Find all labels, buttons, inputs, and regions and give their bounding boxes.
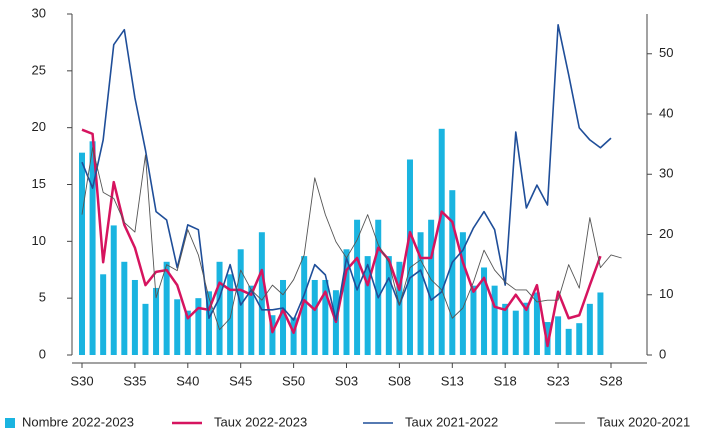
y2-tick-label: 30 bbox=[659, 166, 673, 181]
x-tick-label: S30 bbox=[70, 373, 93, 388]
bar bbox=[79, 152, 85, 355]
x-tick-label: S18 bbox=[494, 373, 517, 388]
bar bbox=[449, 190, 456, 355]
y-tick-label: 30 bbox=[32, 5, 46, 20]
bar bbox=[195, 298, 202, 355]
bar bbox=[470, 285, 477, 355]
bar bbox=[555, 316, 562, 355]
bar bbox=[174, 299, 181, 355]
bar bbox=[205, 291, 212, 355]
line bbox=[81, 147, 622, 331]
bar bbox=[142, 303, 149, 355]
x-tick-label: S45 bbox=[229, 373, 252, 388]
bar bbox=[491, 285, 498, 355]
bar bbox=[544, 322, 551, 355]
y2-tick-label: 40 bbox=[659, 105, 673, 120]
legend-label: Taux 2022-2023 bbox=[214, 414, 307, 429]
x-tick-label: S50 bbox=[282, 373, 305, 388]
bar bbox=[533, 292, 540, 355]
y-tick-label: 20 bbox=[32, 119, 46, 134]
y-tick-label: 25 bbox=[32, 62, 46, 77]
bar bbox=[100, 274, 107, 355]
bar bbox=[586, 303, 593, 355]
line bbox=[81, 128, 602, 348]
legend-label: Taux 2021-2022 bbox=[405, 414, 498, 429]
y2-tick-label: 0 bbox=[659, 346, 666, 361]
bar bbox=[385, 256, 392, 355]
bar bbox=[227, 274, 234, 355]
y2-tick-label: 20 bbox=[659, 226, 673, 241]
bar bbox=[576, 323, 583, 355]
legend-label: Nombre 2022-2023 bbox=[22, 414, 134, 429]
bar bbox=[184, 310, 191, 355]
bar bbox=[153, 287, 160, 355]
x-tick-label: S08 bbox=[388, 373, 411, 388]
x-tick-label: S35 bbox=[123, 373, 146, 388]
bar bbox=[343, 249, 350, 355]
bar bbox=[597, 292, 604, 355]
bar bbox=[565, 328, 572, 355]
bar bbox=[280, 279, 287, 355]
bar bbox=[163, 261, 170, 355]
bar bbox=[481, 267, 488, 355]
bar bbox=[512, 310, 519, 355]
bar bbox=[311, 279, 318, 355]
bar bbox=[459, 232, 466, 355]
legend-label: Taux 2020-2021 bbox=[597, 414, 690, 429]
legend-swatch bbox=[5, 418, 15, 428]
bar bbox=[121, 261, 128, 355]
bar bbox=[396, 261, 403, 355]
x-tick-label: S28 bbox=[599, 373, 622, 388]
bar bbox=[301, 256, 308, 355]
bar bbox=[523, 302, 530, 355]
bar bbox=[354, 219, 361, 355]
bar bbox=[131, 279, 138, 355]
bar bbox=[438, 128, 445, 355]
x-tick-label: S23 bbox=[547, 373, 570, 388]
bar bbox=[258, 232, 265, 355]
y2-tick-label: 50 bbox=[659, 45, 673, 60]
bar bbox=[364, 256, 371, 355]
bar bbox=[110, 225, 117, 355]
bar bbox=[248, 285, 255, 355]
y-tick-label: 5 bbox=[39, 290, 46, 305]
x-tick-label: S13 bbox=[441, 373, 464, 388]
bar bbox=[406, 159, 413, 355]
bar bbox=[89, 141, 96, 355]
y-tick-label: 10 bbox=[32, 233, 46, 248]
bar bbox=[502, 303, 509, 355]
x-tick-label: S03 bbox=[335, 373, 358, 388]
bar bbox=[428, 219, 435, 355]
bar bbox=[417, 232, 424, 355]
y-tick-label: 15 bbox=[32, 176, 46, 191]
y-tick-label: 0 bbox=[39, 346, 46, 361]
bar bbox=[290, 317, 297, 355]
bar bbox=[216, 261, 223, 355]
bar bbox=[322, 279, 329, 355]
bar bbox=[375, 219, 382, 355]
y2-tick-label: 10 bbox=[659, 286, 673, 301]
bar bbox=[269, 315, 276, 355]
x-tick-label: S40 bbox=[176, 373, 199, 388]
